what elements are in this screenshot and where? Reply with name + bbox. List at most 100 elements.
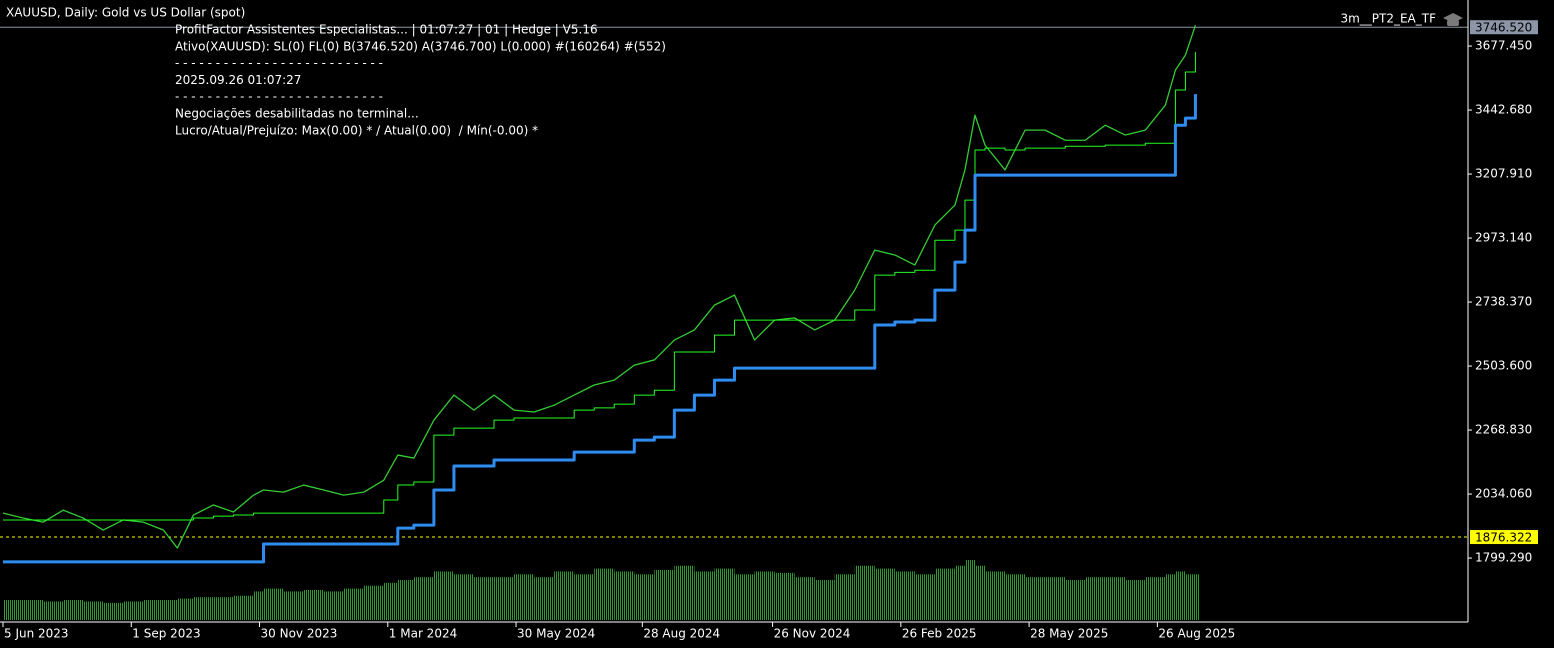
volume-bar [143, 600, 164, 620]
volume-bar [854, 565, 875, 620]
volume-bar [654, 570, 675, 620]
series-line [2, 24, 1197, 549]
info-line: - - - - - - - - - - - - - - - - - - - - … [175, 56, 383, 70]
x-tick-label: 1 Sep 2023 [132, 627, 200, 641]
volume-bar [774, 572, 795, 620]
volume-bar [914, 574, 935, 620]
volume-bar [1025, 577, 1046, 620]
volume-bar [1085, 577, 1106, 620]
info-line: ProfitFactor Assistentes Especialistas..… [175, 23, 598, 37]
volume-bar [964, 560, 975, 620]
x-tick-label: 1 Mar 2024 [389, 627, 457, 641]
volume-bar [343, 588, 364, 620]
volume-bar [397, 580, 414, 620]
volume-bar [253, 591, 264, 620]
x-tick-label: 26 Aug 2025 [1158, 627, 1235, 641]
y-tick-label: 2503.600 [1475, 359, 1532, 373]
volume-bar [83, 601, 104, 620]
volume-bar [1045, 577, 1066, 620]
volume-bar [554, 571, 575, 620]
price-label-box [1470, 530, 1538, 545]
price-label-box [1470, 20, 1538, 35]
y-tick-label: 2738.370 [1475, 295, 1532, 309]
volume-bar [383, 582, 398, 620]
volume-bar [494, 577, 515, 620]
volume-bar [413, 577, 434, 620]
volume-bar [1165, 574, 1176, 620]
plot-area [0, 24, 1468, 620]
y-tick-label: 3442.680 [1475, 103, 1532, 117]
volume-bar [834, 574, 855, 620]
volume-bar [3, 600, 24, 620]
volume-bar [43, 601, 64, 620]
y-tick-label: 1799.290 [1475, 551, 1532, 565]
volume-bar [714, 568, 735, 620]
volume-bar [754, 571, 775, 620]
volume-bar [534, 577, 555, 620]
volume-bar [123, 601, 144, 620]
y-tick-label: 3677.450 [1475, 39, 1532, 53]
volume-bar [1105, 577, 1126, 620]
volume-bar [1185, 574, 1196, 620]
info-line: Negociações desabilitadas no terminal... [175, 107, 419, 121]
x-tick-label: 26 Feb 2025 [902, 627, 977, 641]
y-tick-label: 2034.060 [1475, 487, 1532, 501]
volume-bar [1125, 580, 1146, 620]
volume-bar [23, 600, 44, 620]
x-tick-label: 5 Jun 2023 [4, 627, 69, 641]
info-line: - - - - - - - - - - - - - - - - - - - - … [175, 90, 383, 104]
volume-bar [985, 571, 1006, 620]
volume-bar [323, 591, 344, 620]
info-line: 2025.09.26 01:07:27 [175, 73, 301, 87]
volume-bar [303, 590, 324, 620]
volume-bar [674, 565, 695, 620]
volume-bar [453, 574, 474, 620]
volume-bar [894, 571, 915, 620]
volume-bar [193, 597, 214, 620]
x-tick-label: 28 May 2025 [1030, 627, 1108, 641]
x-tick-label: 28 Aug 2024 [643, 627, 720, 641]
x-tick-label: 26 Nov 2024 [774, 627, 851, 641]
volume-bar [934, 568, 955, 620]
x-tick-label: 30 May 2024 [517, 627, 595, 641]
volume-bar [734, 574, 755, 620]
volume-bar [634, 574, 655, 620]
series-line [3, 94, 1197, 564]
volume-bar [363, 585, 384, 620]
volume-bar [163, 600, 178, 620]
y-tick-label: 2973.140 [1475, 231, 1532, 245]
volume-bar [1065, 580, 1086, 620]
expert-icon [1443, 13, 1463, 26]
volume-bar [614, 571, 635, 620]
volume-bar [433, 571, 454, 620]
volume-bar [177, 598, 194, 620]
volume-bar [514, 574, 535, 620]
volume-bar [594, 568, 615, 620]
volume-bar [974, 565, 986, 620]
y-tick-label: 3207.910 [1475, 167, 1532, 181]
volume-bar [954, 565, 965, 620]
volume-bar [1005, 574, 1026, 620]
volume-bar [794, 577, 815, 620]
volume-bar [874, 568, 895, 620]
volume-bar [694, 571, 715, 620]
volume-bar [473, 577, 495, 620]
x-tick-label: 30 Nov 2023 [261, 627, 338, 641]
y-tick-label: 2268.830 [1475, 423, 1532, 437]
volume-bar [1195, 574, 1200, 620]
volume-bar [1175, 571, 1186, 620]
price-label: 1876.322 [1475, 531, 1532, 545]
volume-bar [283, 591, 304, 620]
price-label: 3746.520 [1475, 21, 1532, 35]
volume-bar [263, 588, 284, 620]
expert-name: 3m__PT2_EA_TF [1340, 12, 1436, 26]
chart-title: XAUUSD, Daily: Gold vs US Dollar (spot) [6, 6, 245, 20]
volume-bar [814, 580, 835, 620]
series-line [3, 52, 1196, 521]
info-line: Ativo(XAUUSD): SL(0) FL(0) B(3746.520) A… [175, 39, 666, 53]
info-line: Lucro/Atual/Prejuízo: Max(0.00) * / Atua… [175, 123, 538, 137]
volume-bar [213, 597, 234, 620]
volume-bar [574, 574, 595, 620]
